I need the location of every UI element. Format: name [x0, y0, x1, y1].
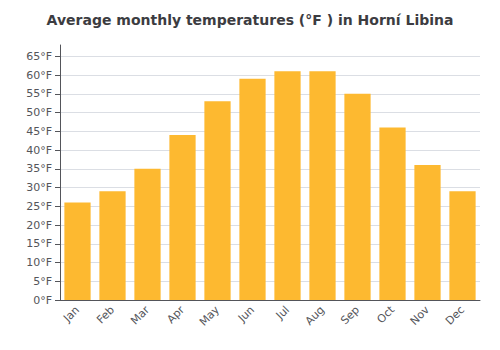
svg-text:55°F: 55°F	[26, 87, 52, 100]
svg-text:60°F: 60°F	[26, 69, 52, 82]
svg-text:45°F: 45°F	[26, 125, 52, 138]
svg-text:Sep: Sep	[338, 303, 362, 327]
svg-text:Jul: Jul	[273, 303, 292, 322]
svg-text:0°F: 0°F	[33, 294, 52, 307]
svg-text:30°F: 30°F	[26, 181, 52, 194]
svg-text:Apr: Apr	[164, 303, 187, 326]
svg-text:50°F: 50°F	[26, 106, 52, 119]
svg-text:15°F: 15°F	[26, 237, 52, 250]
svg-text:Feb: Feb	[94, 303, 117, 326]
svg-text:Average monthly temperatures (: Average monthly temperatures (°F ) in Ho…	[47, 12, 454, 28]
svg-text:Oct: Oct	[374, 303, 397, 326]
svg-text:35°F: 35°F	[26, 162, 52, 175]
svg-text:65°F: 65°F	[26, 50, 52, 63]
svg-text:Aug: Aug	[303, 303, 327, 327]
svg-text:10°F: 10°F	[26, 256, 52, 269]
svg-text:Jan: Jan	[60, 303, 82, 325]
svg-text:Jun: Jun	[235, 303, 257, 325]
svg-text:40°F: 40°F	[26, 144, 52, 157]
svg-text:Nov: Nov	[408, 303, 433, 328]
svg-text:May: May	[197, 303, 223, 329]
svg-text:5°F: 5°F	[33, 275, 52, 288]
svg-text:Mar: Mar	[128, 303, 152, 327]
svg-text:20°F: 20°F	[26, 219, 52, 232]
svg-text:25°F: 25°F	[26, 200, 52, 213]
svg-text:Dec: Dec	[443, 303, 467, 327]
